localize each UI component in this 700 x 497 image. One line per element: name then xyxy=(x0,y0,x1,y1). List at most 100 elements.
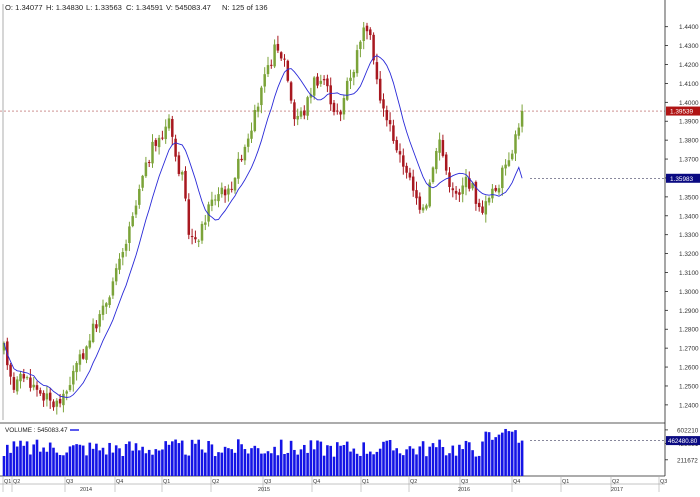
candle xyxy=(204,214,207,231)
volume-bar xyxy=(91,448,95,476)
candle xyxy=(246,133,250,153)
candle-body xyxy=(497,188,501,193)
candle-body xyxy=(402,155,405,167)
volume-bar xyxy=(246,453,250,476)
volume-bar xyxy=(497,434,501,476)
volume-bar xyxy=(369,451,372,476)
volume-bar xyxy=(167,444,171,476)
candle-body xyxy=(408,172,412,178)
volume-bar xyxy=(187,455,191,476)
candle-body xyxy=(448,172,451,187)
volume-bar xyxy=(250,448,253,476)
candle-body xyxy=(329,85,332,105)
candle-body xyxy=(81,353,85,359)
candle xyxy=(22,368,26,383)
candle xyxy=(19,371,22,389)
candle xyxy=(501,165,504,196)
candle xyxy=(114,263,118,286)
price-tick-label: 1.3700 xyxy=(679,157,699,164)
candle-body xyxy=(481,206,484,213)
candle-body xyxy=(217,194,220,202)
candle xyxy=(233,176,237,194)
candle xyxy=(105,302,108,314)
year-label: 2014 xyxy=(80,487,92,492)
candle xyxy=(164,119,167,144)
volume-bar xyxy=(151,454,154,476)
volume-bar xyxy=(230,449,233,476)
candle xyxy=(68,376,72,392)
volume-bar xyxy=(395,448,398,476)
candle xyxy=(42,390,45,407)
candle xyxy=(121,247,125,266)
candle-body xyxy=(352,71,356,78)
volume-bar xyxy=(85,455,88,476)
candle xyxy=(260,85,263,114)
volume-bar xyxy=(514,430,517,476)
price-tick-label: 1.3500 xyxy=(679,194,699,201)
volume-panel: VOLUME : 545083.476022104236312116724624… xyxy=(0,422,700,477)
volume-bar xyxy=(118,448,121,476)
candle-body xyxy=(48,392,52,401)
current-price-marker xyxy=(666,106,700,116)
candle-body xyxy=(114,268,118,282)
candle-body xyxy=(451,188,455,191)
volume-bar xyxy=(517,442,521,476)
volume-bar xyxy=(144,453,148,476)
candle-body xyxy=(35,385,39,390)
candle-body xyxy=(91,323,95,342)
candle-body xyxy=(65,391,68,394)
candle xyxy=(322,75,326,86)
candle-body xyxy=(514,134,517,154)
quarter-label: Q2 xyxy=(13,479,20,485)
candle xyxy=(461,177,464,203)
candle xyxy=(296,108,299,126)
candle-body xyxy=(378,78,382,101)
candle xyxy=(12,372,16,393)
volume-bar xyxy=(309,440,313,476)
candle-body xyxy=(157,137,161,148)
volume-bar xyxy=(431,443,435,476)
volume-bar xyxy=(326,445,329,476)
volume-bar xyxy=(428,446,431,476)
volume-bar xyxy=(2,456,6,476)
candle xyxy=(431,166,435,184)
volume-bar xyxy=(42,447,45,476)
price-tick-label: 1.3400 xyxy=(679,213,699,220)
candle-body xyxy=(45,393,49,400)
candle xyxy=(273,39,276,69)
candle xyxy=(141,174,144,192)
candle-body xyxy=(365,25,369,32)
candle xyxy=(372,32,375,65)
price-tick-label: 1.2500 xyxy=(679,383,699,390)
volume-bar xyxy=(339,445,342,476)
candle-body xyxy=(256,106,260,112)
candle-body xyxy=(194,237,197,240)
candle-body xyxy=(15,379,19,392)
candle-body xyxy=(293,102,296,120)
candle xyxy=(194,230,197,243)
candle-body xyxy=(154,140,158,146)
candle xyxy=(520,104,524,133)
candle-body xyxy=(392,125,395,141)
volume-bar xyxy=(332,456,336,476)
volume-bar xyxy=(237,439,240,476)
volume-bar xyxy=(345,441,349,476)
candle-body xyxy=(342,98,346,115)
volume-bar xyxy=(184,454,187,476)
candle xyxy=(72,365,75,392)
year-label: 2017 xyxy=(611,487,623,492)
candle xyxy=(487,196,491,206)
candle-body xyxy=(12,377,16,390)
candle xyxy=(441,134,445,158)
volume-bar xyxy=(12,441,16,476)
volume-bar xyxy=(507,431,511,476)
candle xyxy=(369,27,372,40)
volume-bar xyxy=(464,440,468,476)
candle xyxy=(425,203,428,211)
candle-body xyxy=(134,205,138,215)
candle-body xyxy=(190,236,194,238)
volume-bar xyxy=(408,446,412,476)
candle xyxy=(303,105,306,120)
candle-body xyxy=(362,27,365,42)
candle-body xyxy=(68,385,72,391)
